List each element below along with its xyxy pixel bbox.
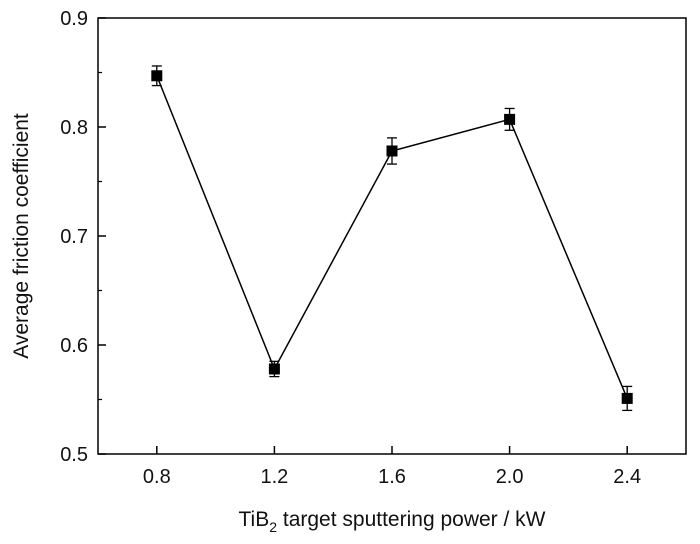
x-tick-label: 1.6 — [378, 466, 406, 488]
data-point-marker — [268, 363, 280, 375]
y-tick-label: 0.7 — [60, 226, 88, 248]
x-tick-label: 2.4 — [613, 466, 641, 488]
x-tick-label: 2.0 — [496, 466, 524, 488]
x-axis-title: TiB2 target sputtering power / kW — [239, 508, 546, 535]
axis-ticks — [98, 17, 628, 455]
y-axis-title: Average friction coefficient — [10, 113, 33, 359]
x-tick-label: 0.8 — [143, 466, 171, 488]
data-point-marker — [151, 70, 163, 82]
x-axis-title-rest: target sputtering power / kW — [277, 508, 546, 531]
x-axis-title-subscript: 2 — [269, 519, 277, 535]
y-tick-label: 0.8 — [60, 117, 88, 139]
series-line — [156, 75, 628, 399]
y-tick-label: 0.5 — [60, 444, 88, 466]
y-tick-label: 0.9 — [60, 8, 88, 30]
plot-frame — [97, 17, 687, 455]
axis-tick-labels: 0.8 1.2 1.6 2.0 2.4 0.5 0.6 0.7 0.8 0.9 — [60, 8, 641, 488]
y-tick-label: 0.6 — [60, 335, 88, 357]
x-axis-title-main: TiB — [239, 508, 270, 531]
data-series — [151, 65, 633, 412]
data-point-marker — [504, 113, 516, 125]
x-tick-label: 1.2 — [260, 466, 288, 488]
data-point-marker — [621, 392, 633, 404]
data-point-marker — [386, 145, 398, 157]
